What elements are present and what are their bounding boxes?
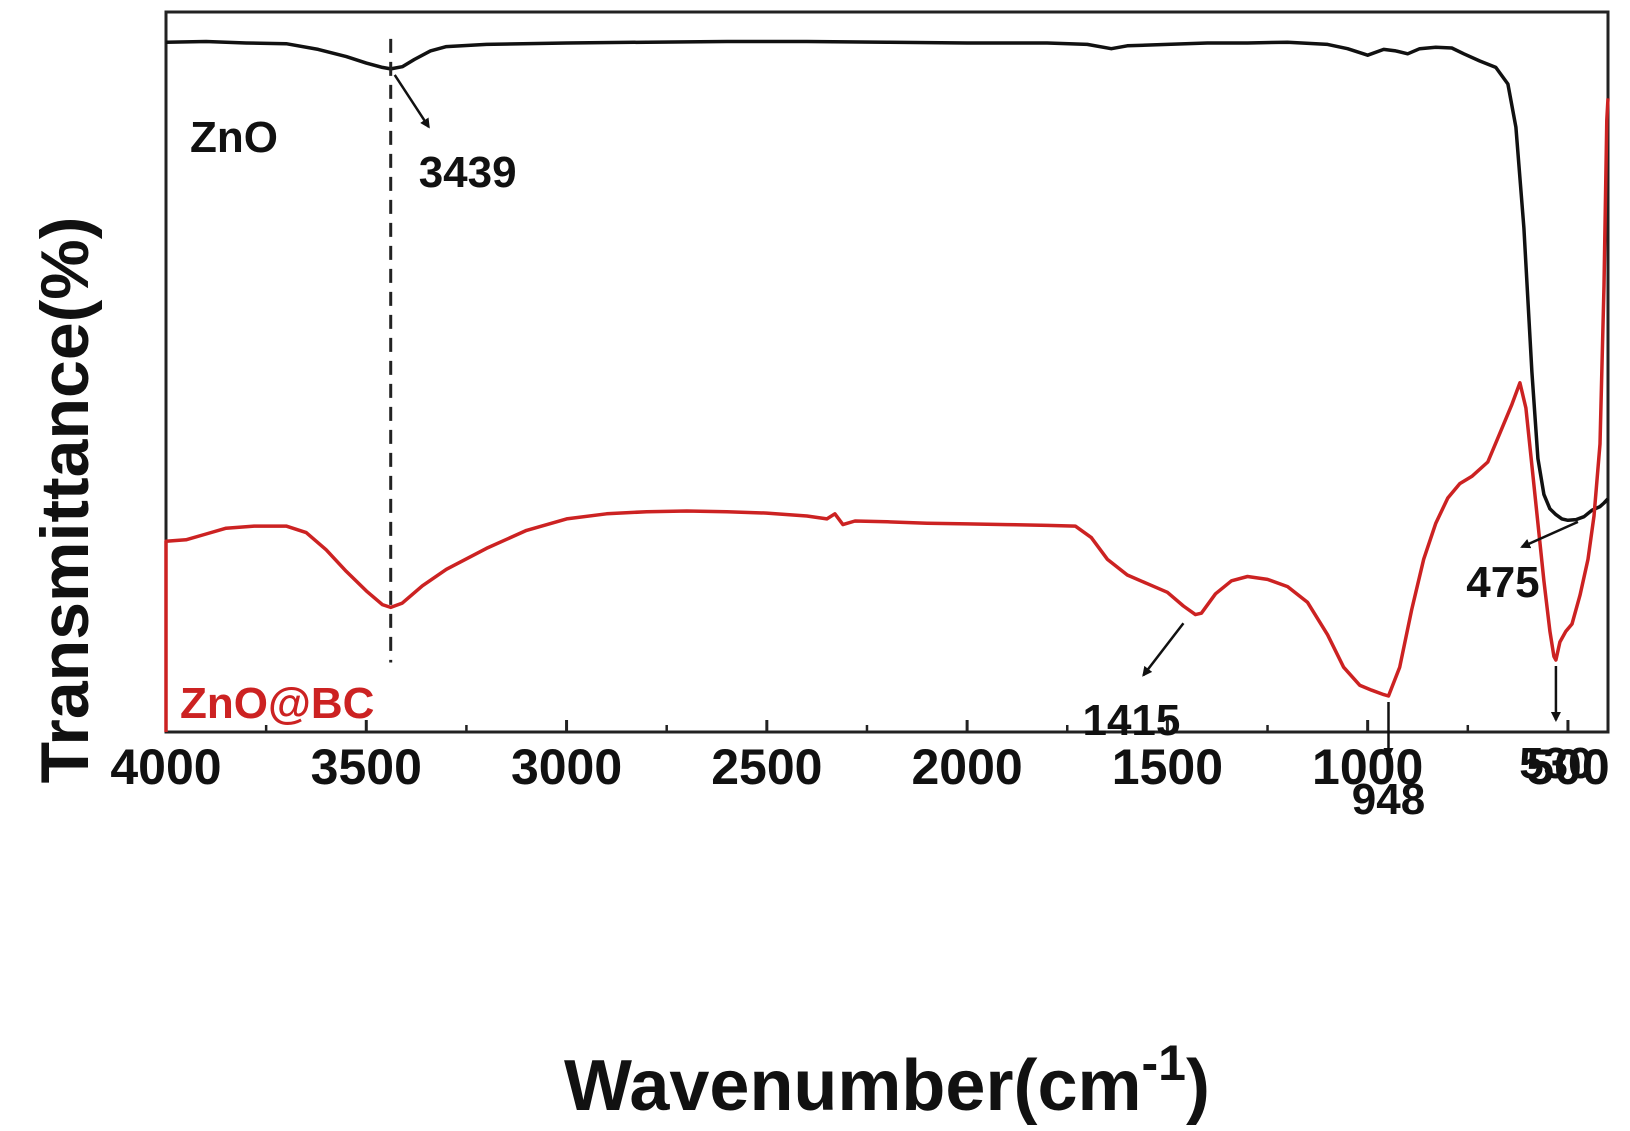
series-label-zno-bc: ZnO@BC: [180, 679, 374, 728]
peak-label-1415: 1415: [1082, 696, 1180, 745]
x-tick-label: 3500: [311, 739, 422, 795]
series-line-zno-bc: [164, 98, 1610, 732]
x-tick-label: 2000: [911, 739, 1022, 795]
peak-label-475: 475: [1466, 558, 1539, 607]
x-axis-title-superscript: -1: [1142, 1035, 1186, 1091]
peak-arrow-3439: [393, 74, 430, 129]
x-tick-label: 1000: [1312, 739, 1423, 795]
x-tick-label: 2500: [711, 739, 822, 795]
x-tick-label: 3000: [511, 739, 622, 795]
peak-label-3439: 3439: [419, 148, 517, 197]
series-labels: ZnO ZnO@BC: [180, 113, 374, 728]
y-axis-title: Transmittance(%): [27, 217, 103, 784]
peak-label-530: 530: [1519, 739, 1592, 788]
plot-area-frame: [164, 10, 1610, 734]
x-axis-title-close: ): [1186, 1046, 1210, 1126]
series-line-zno: [165, 39, 1610, 523]
peak-annotations: 3439 1415 948 530 475: [389, 38, 1593, 824]
x-axis-title: Wavenumber(cm-1): [564, 1035, 1210, 1126]
series-lines: [164, 39, 1610, 732]
x-axis-title-main: Wavenumber(cm: [564, 1046, 1141, 1126]
x-tick-label: 500: [1526, 739, 1609, 795]
x-tick-label: 1500: [1112, 739, 1223, 795]
peak-arrow-475: [1520, 520, 1579, 549]
series-label-zno: ZnO: [190, 113, 278, 162]
peak-label-948: 948: [1352, 775, 1425, 824]
x-tick-label: 4000: [110, 739, 221, 795]
x-axis-ticks: 4000 3500 3000 2500 2000 1500 1000 500: [110, 720, 1610, 795]
peak-arrow-1415: [1142, 622, 1185, 677]
